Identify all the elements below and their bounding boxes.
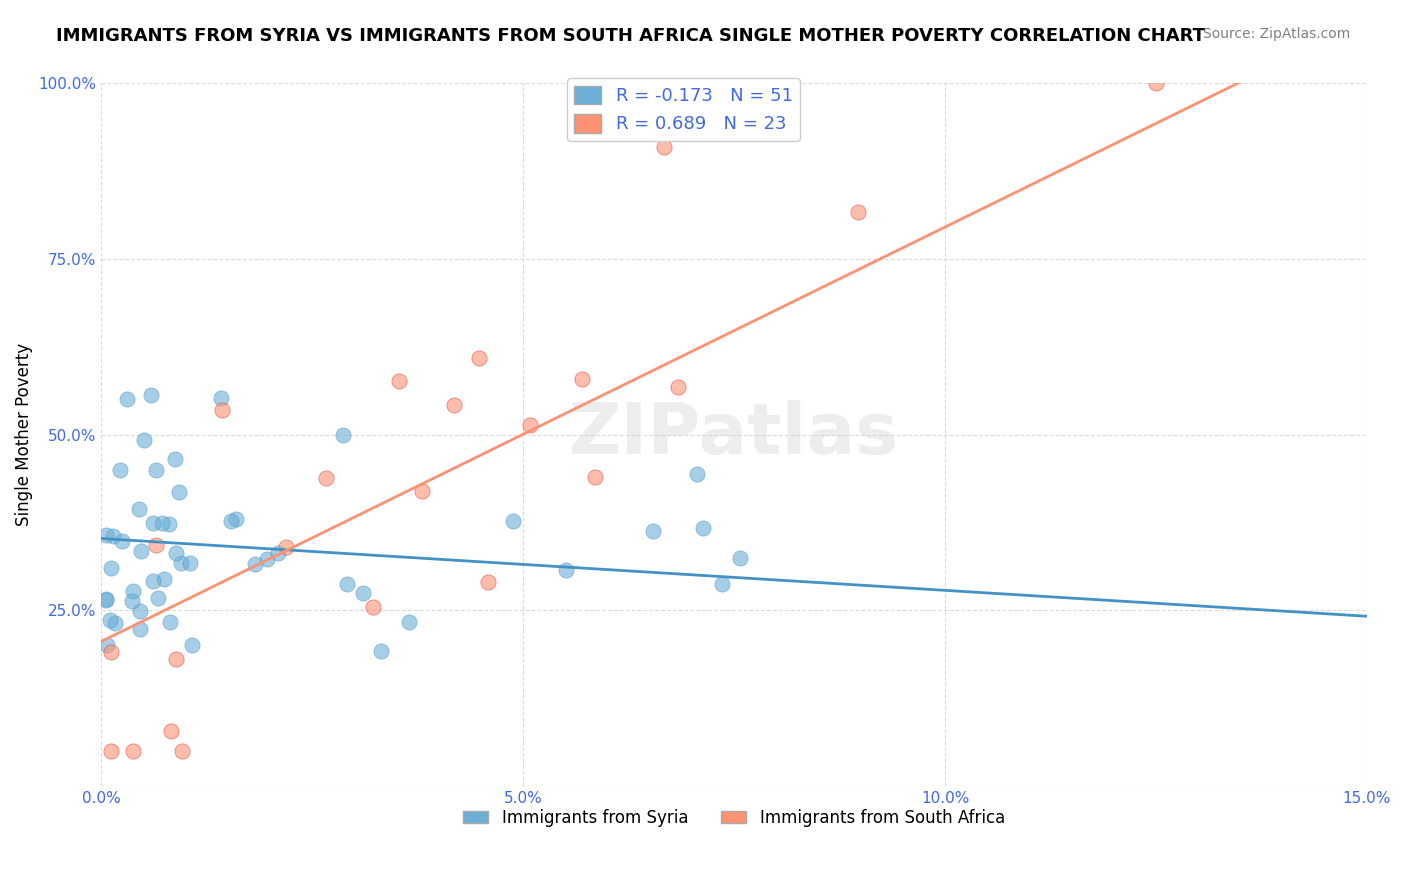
Point: [477, 574, 499, 589]
Point: [129, 603, 152, 617]
Point: [315, 471, 337, 485]
Point: [710, 576, 733, 591]
Y-axis label: Single Mother Poverty: Single Mother Poverty: [15, 343, 32, 526]
Point: [128, 502, 150, 516]
Point: [100, 645, 122, 659]
Point: [219, 514, 242, 528]
Point: [121, 594, 143, 608]
Point: [502, 514, 524, 528]
Legend: Immigrants from Syria, Immigrants from South Africa: Immigrants from Syria, Immigrants from S…: [457, 802, 1012, 834]
Point: [108, 463, 131, 477]
Point: [94, 592, 117, 607]
Text: ZIPatlas: ZIPatlas: [569, 401, 900, 469]
Point: [243, 557, 266, 571]
Point: [96, 638, 118, 652]
Point: [104, 616, 127, 631]
Point: [98, 613, 121, 627]
Point: [180, 638, 202, 652]
Point: [352, 586, 374, 600]
Point: [94, 593, 117, 607]
Point: [398, 615, 420, 630]
Point: [96, 527, 118, 541]
Point: [129, 543, 152, 558]
Point: [165, 651, 187, 665]
Point: [583, 470, 606, 484]
Point: [1144, 77, 1167, 91]
Point: [692, 521, 714, 535]
Point: [100, 561, 122, 575]
Point: [388, 374, 411, 388]
Point: [132, 433, 155, 447]
Point: [165, 452, 187, 467]
Point: [159, 615, 181, 629]
Point: [170, 744, 193, 758]
Point: [103, 529, 125, 543]
Point: [211, 402, 233, 417]
Point: [115, 392, 138, 407]
Point: [150, 516, 173, 530]
Point: [179, 556, 201, 570]
Point: [145, 463, 167, 477]
Point: [145, 538, 167, 552]
Point: [443, 398, 465, 412]
Point: [129, 622, 152, 636]
Text: Source: ZipAtlas.com: Source: ZipAtlas.com: [1202, 27, 1350, 41]
Point: [142, 574, 165, 588]
Point: [335, 577, 357, 591]
Point: [159, 724, 181, 739]
Point: [146, 591, 169, 606]
Point: [157, 517, 180, 532]
Point: [225, 512, 247, 526]
Point: [209, 391, 232, 405]
Point: [142, 516, 165, 530]
Point: [728, 551, 751, 566]
Point: [100, 744, 122, 758]
Point: [468, 351, 491, 365]
Point: [519, 417, 541, 432]
Point: [361, 600, 384, 615]
Point: [332, 427, 354, 442]
Point: [256, 552, 278, 566]
Point: [668, 380, 690, 394]
Point: [370, 644, 392, 658]
Point: [411, 483, 433, 498]
Point: [165, 546, 187, 560]
Point: [267, 546, 290, 560]
Point: [170, 556, 193, 570]
Point: [555, 563, 578, 577]
Point: [276, 540, 298, 554]
Point: [685, 467, 707, 481]
Point: [652, 139, 675, 153]
Point: [121, 744, 143, 758]
Point: [641, 524, 664, 539]
Point: [571, 371, 593, 385]
Point: [848, 204, 870, 219]
Point: [139, 388, 162, 402]
Point: [111, 534, 134, 549]
Point: [122, 584, 145, 599]
Point: [153, 572, 176, 586]
Text: IMMIGRANTS FROM SYRIA VS IMMIGRANTS FROM SOUTH AFRICA SINGLE MOTHER POVERTY CORR: IMMIGRANTS FROM SYRIA VS IMMIGRANTS FROM…: [56, 27, 1205, 45]
Point: [167, 484, 190, 499]
